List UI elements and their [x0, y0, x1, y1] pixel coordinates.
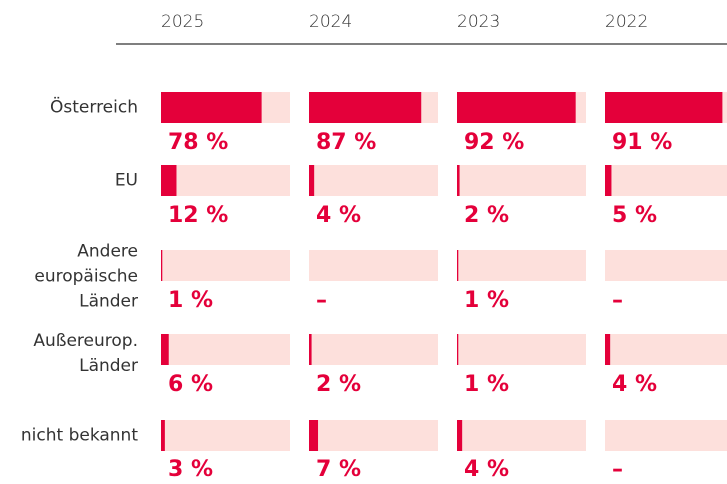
value-label: 4 %: [316, 203, 361, 228]
value-label: 12 %: [168, 203, 228, 228]
bar-track: [605, 334, 727, 365]
value-label: 1 %: [464, 288, 509, 313]
value-label: –: [612, 457, 623, 482]
value-label: 1 %: [168, 288, 213, 313]
bar: [309, 334, 312, 365]
bar: [161, 250, 163, 281]
value-label: 87 %: [316, 130, 376, 155]
bar-track: [457, 334, 586, 365]
value-label: 91 %: [612, 130, 672, 155]
bar: [457, 92, 576, 123]
bar: [309, 92, 422, 123]
value-label: 1 %: [464, 372, 509, 397]
value-label: 7 %: [316, 457, 361, 482]
value-label: 92 %: [464, 130, 524, 155]
bar-track: [457, 420, 586, 451]
year-label: 2025: [161, 12, 204, 32]
bar: [161, 165, 177, 196]
bar-track: [457, 165, 586, 196]
bar: [161, 420, 165, 451]
bar: [457, 420, 463, 451]
bar-track: [605, 250, 727, 281]
bar: [457, 250, 459, 281]
bar-track: [161, 165, 290, 196]
value-label: 2 %: [464, 203, 509, 228]
bar: [605, 334, 611, 365]
value-label: 3 %: [168, 457, 213, 482]
value-label: 4 %: [464, 457, 509, 482]
year-label: 2022: [605, 12, 648, 32]
bar-track: [605, 420, 727, 451]
row-label: EU: [115, 171, 138, 191]
year-label: 2023: [457, 12, 500, 32]
bar-track: [161, 334, 290, 365]
bar-track: [605, 165, 727, 196]
value-label: 4 %: [612, 372, 657, 397]
bar-track: [309, 334, 438, 365]
value-label: 78 %: [168, 130, 228, 155]
bar: [309, 420, 319, 451]
value-label: –: [316, 288, 327, 313]
bar-track: [457, 250, 586, 281]
row-label: Außereurop. Länder: [33, 331, 138, 376]
row-label: nicht bekannt: [21, 426, 138, 446]
row-label: Andere europäische Länder: [34, 242, 138, 312]
bar: [161, 334, 169, 365]
bar-track: [309, 250, 438, 281]
value-label: 5 %: [612, 203, 657, 228]
bar: [309, 165, 315, 196]
bar: [457, 334, 459, 365]
bar: [161, 92, 262, 123]
value-label: –: [612, 288, 623, 313]
bar: [457, 165, 460, 196]
row-label: Österreich: [50, 96, 138, 118]
bar-track: [309, 420, 438, 451]
bar-track: [161, 250, 290, 281]
bar-track: [309, 165, 438, 196]
bar-track: [161, 420, 290, 451]
bar: [605, 92, 723, 123]
bar: [605, 165, 612, 196]
value-label: 6 %: [168, 372, 213, 397]
year-label: 2024: [309, 12, 352, 32]
value-label: 2 %: [316, 372, 361, 397]
